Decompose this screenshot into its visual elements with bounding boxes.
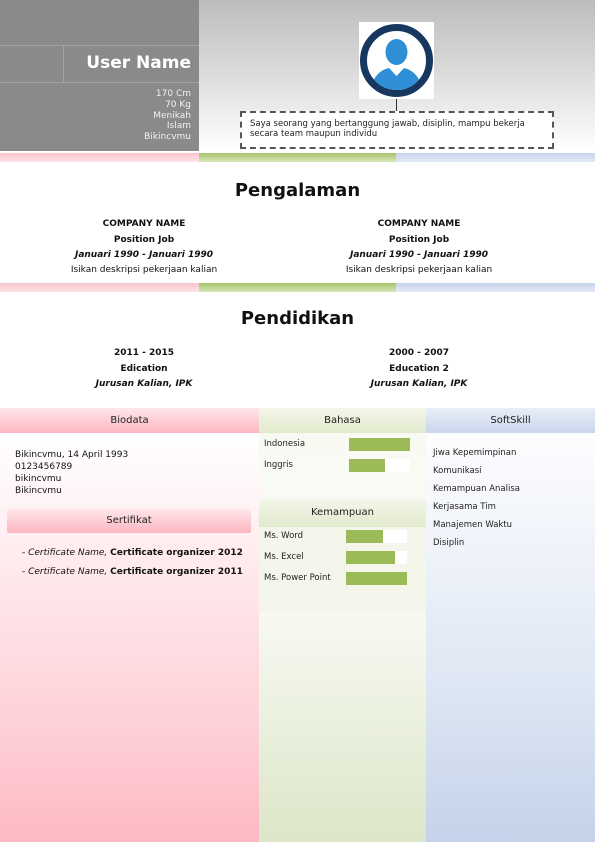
ability-level-fill xyxy=(346,572,407,585)
religion: Islam xyxy=(166,121,191,132)
education-years: 2000 - 2007 xyxy=(388,348,450,358)
language-row: Indonesia xyxy=(264,438,424,452)
biodata-title: Biodata xyxy=(0,408,259,433)
divider xyxy=(0,45,199,46)
certificate-organizer: Certificate organizer 2012 xyxy=(110,548,243,558)
abilities-list: Ms. Word Ms. Excel Ms. Power Point xyxy=(259,527,426,611)
personal-info: 170 Cm 70 Kg Menikah Islam Bikincvmu xyxy=(144,89,191,143)
abilities-title: Kemampuan xyxy=(259,499,426,527)
softskill-item: Kerjasama Tim xyxy=(433,502,496,512)
experience-item: COMPANY NAME Position Job Januari 1990 -… xyxy=(34,216,254,278)
school-name: Edication xyxy=(120,364,168,374)
position: Position Job xyxy=(388,235,450,245)
weight: 70 Kg xyxy=(165,99,191,110)
softskill-item: Manajemen Waktu xyxy=(433,520,513,530)
school-name: Education 2 xyxy=(389,364,449,374)
education-item: 2000 - 2007 Education 2 Jurusan Kalian, … xyxy=(309,345,529,392)
softskill-item: Komunikasi xyxy=(433,466,482,476)
position: Position Job xyxy=(113,235,175,245)
major: Jurusan Kalian, IPK xyxy=(370,379,468,389)
language-column: Bahasa Indonesia Inggris Kemampuan Ms. W… xyxy=(259,408,426,842)
ability-level-bar xyxy=(346,551,407,564)
user-name: User Name xyxy=(86,53,191,73)
language-title: Bahasa xyxy=(259,408,426,433)
birth-place-date: Bikincvmu, 14 April 1993 xyxy=(15,450,129,460)
period: Januari 1990 - Januari 1990 xyxy=(349,250,489,260)
company-name: COMPANY NAME xyxy=(102,219,186,229)
divider xyxy=(396,99,397,111)
ability-row: Ms. Word xyxy=(264,530,424,544)
major: Jurusan Kalian, IPK xyxy=(95,379,193,389)
certificate-name: Certificate Name, xyxy=(28,567,108,577)
certificate-item: - Certificate Name, Certificate organize… xyxy=(22,567,243,577)
language-row: Inggris xyxy=(264,459,424,473)
softskill-item: Jiwa Kepemimpinan xyxy=(433,448,517,458)
person-avatar-icon xyxy=(359,22,434,99)
certificate-item: - Certificate Name, Certificate organize… xyxy=(22,548,243,558)
language-level-fill xyxy=(349,459,385,472)
language-level-bar xyxy=(349,459,410,472)
education-item: 2011 - 2015 Edication Jurusan Kalian, IP… xyxy=(34,345,254,392)
softskill-title: SoftSkill xyxy=(426,408,595,433)
ability-level-bar xyxy=(346,572,407,585)
header: User Name 170 Cm 70 Kg Menikah Islam Bik… xyxy=(0,0,595,151)
experience-item: COMPANY NAME Position Job Januari 1990 -… xyxy=(309,216,529,278)
softskill-list: Jiwa Kepemimpinan Komunikasi Kemampuan A… xyxy=(433,444,520,552)
certificate-name: Certificate Name, xyxy=(28,548,108,558)
divider xyxy=(63,45,64,82)
marital-status: Menikah xyxy=(153,110,191,121)
ability-row: Ms. Excel xyxy=(264,551,424,565)
header-name-panel: User Name 170 Cm 70 Kg Menikah Islam Bik… xyxy=(0,0,199,151)
experience-title: Pengalaman xyxy=(234,180,361,201)
language-label: Inggris xyxy=(264,460,293,470)
ability-level-fill xyxy=(346,551,395,564)
softskill-item: Kemampuan Analisa xyxy=(433,484,521,494)
about-me: Saya seorang yang bertanggung jawab, dis… xyxy=(240,111,554,149)
language-level-fill xyxy=(349,438,410,451)
education-title: Pendidikan xyxy=(240,308,355,329)
address: Bikincvmu xyxy=(15,486,62,496)
email: bikincvmu xyxy=(15,474,62,484)
certificate-organizer: Certificate organizer 2011 xyxy=(110,567,243,577)
language-level-bar xyxy=(349,438,410,451)
certificate-title: Sertifikat xyxy=(7,509,251,533)
height: 170 Cm xyxy=(155,89,191,99)
color-strip xyxy=(0,283,595,292)
softskill-column: SoftSkill Jiwa Kepemimpinan Komunikasi K… xyxy=(426,408,595,842)
phone-number: 0123456789 xyxy=(15,462,73,472)
ability-row: Ms. Power Point xyxy=(264,572,424,586)
ability-label: Ms. Word xyxy=(264,531,304,541)
education-years: 2011 - 2015 xyxy=(113,348,175,358)
company-name: COMPANY NAME xyxy=(377,219,461,229)
color-strip xyxy=(0,153,595,162)
ability-level-bar xyxy=(346,530,407,543)
ability-label: Ms. Power Point xyxy=(264,573,331,583)
divider xyxy=(0,82,199,83)
ability-level-fill xyxy=(346,530,383,543)
language-label: Indonesia xyxy=(264,439,306,449)
job-description: Isikan deskripsi pekerjaan kalian xyxy=(345,265,493,275)
biodata-list: Bikincvmu, 14 April 1993 0123456789 biki… xyxy=(15,449,128,497)
biodata-column: Biodata Bikincvmu, 14 April 1993 0123456… xyxy=(0,408,259,842)
job-description: Isikan deskripsi pekerjaan kalian xyxy=(70,265,218,275)
ability-label: Ms. Excel xyxy=(264,552,304,562)
period: Januari 1990 - Januari 1990 xyxy=(74,250,214,260)
website: Bikincvmu xyxy=(144,132,191,143)
softskill-item: Disiplin xyxy=(433,538,465,548)
